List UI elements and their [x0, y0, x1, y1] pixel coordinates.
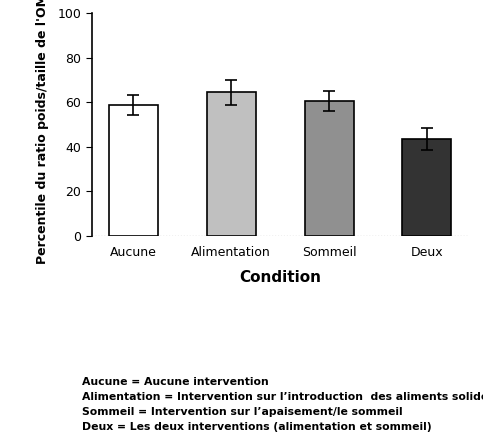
Bar [207, 92, 256, 236]
Bar [402, 139, 452, 236]
X-axis label: Condition: Condition [239, 270, 321, 285]
Text: Aucune = Aucune intervention
Alimentation = Intervention sur l’introduction  des: Aucune = Aucune intervention Alimentatio… [82, 377, 483, 432]
Bar [109, 105, 158, 236]
Y-axis label: Percentile du ratio poids/taille de l'OMS: Percentile du ratio poids/taille de l'OM… [36, 0, 49, 264]
Bar [305, 101, 354, 236]
